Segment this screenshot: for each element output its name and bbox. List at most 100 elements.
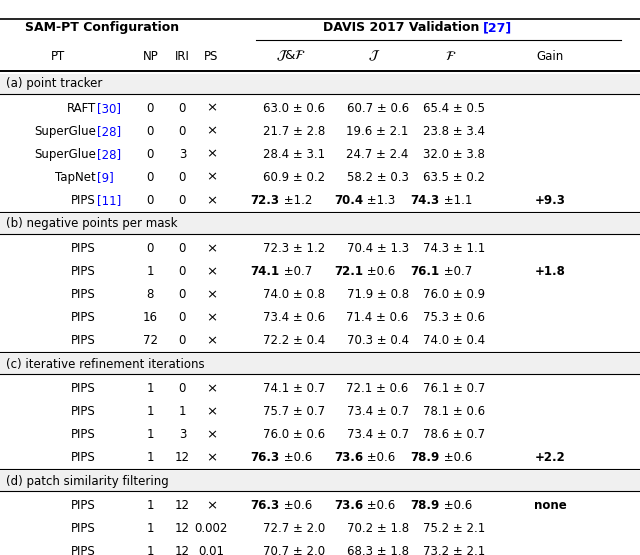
Text: 71.4 ± 0.6: 71.4 ± 0.6: [346, 311, 409, 324]
Text: SuperGlue: SuperGlue: [34, 148, 96, 161]
Text: TapNet: TapNet: [55, 171, 96, 184]
Text: PIPS: PIPS: [71, 382, 96, 395]
Text: ±1.3: ±1.3: [363, 194, 395, 207]
Text: [30]: [30]: [97, 102, 122, 115]
Text: PIPS: PIPS: [71, 451, 96, 464]
Text: PIPS: PIPS: [71, 311, 96, 324]
Text: (d) patch similarity filtering: (d) patch similarity filtering: [6, 475, 169, 488]
Text: PIPS: PIPS: [71, 288, 96, 301]
Text: 12: 12: [175, 499, 190, 512]
Text: $\times$: $\times$: [205, 288, 217, 301]
Text: 3: 3: [179, 428, 186, 441]
Text: 78.6 ± 0.7: 78.6 ± 0.7: [423, 428, 486, 441]
Text: +9.3: +9.3: [535, 194, 566, 207]
Text: 1: 1: [147, 499, 154, 512]
Text: PIPS: PIPS: [71, 265, 96, 278]
Text: 68.3 ± 1.8: 68.3 ± 1.8: [347, 545, 408, 555]
Text: 1: 1: [147, 545, 154, 555]
Text: $\mathcal{F}$: $\mathcal{F}$: [445, 50, 457, 63]
Text: 60.9 ± 0.2: 60.9 ± 0.2: [263, 171, 326, 184]
Text: 72.7 ± 2.0: 72.7 ± 2.0: [263, 522, 326, 535]
Text: 70.4 ± 1.3: 70.4 ± 1.3: [346, 242, 409, 255]
Text: PIPS: PIPS: [71, 405, 96, 418]
Text: 78.9: 78.9: [410, 499, 440, 512]
Text: NP: NP: [143, 50, 158, 63]
Text: 78.1 ± 0.6: 78.1 ± 0.6: [423, 405, 486, 418]
Bar: [0, 214, 640, 234]
Text: 72: 72: [143, 334, 158, 347]
Text: [28]: [28]: [97, 148, 122, 161]
Text: 0: 0: [179, 125, 186, 138]
Text: 76.1: 76.1: [410, 265, 440, 278]
Text: 0: 0: [179, 288, 186, 301]
Text: 74.3: 74.3: [410, 194, 440, 207]
Text: 0: 0: [179, 102, 186, 115]
Text: ±0.6: ±0.6: [440, 451, 472, 464]
Text: 73.4 ± 0.6: 73.4 ± 0.6: [263, 311, 326, 324]
Text: IRI: IRI: [175, 50, 190, 63]
Text: RAFT: RAFT: [67, 102, 96, 115]
Text: 0: 0: [179, 334, 186, 347]
Text: 1: 1: [179, 405, 186, 418]
Text: 63.5 ± 0.2: 63.5 ± 0.2: [424, 171, 485, 184]
Text: 0: 0: [147, 194, 154, 207]
Text: PIPS: PIPS: [71, 428, 96, 441]
Text: 12: 12: [175, 545, 190, 555]
Text: $\times$: $\times$: [205, 428, 217, 441]
Text: $\times$: $\times$: [205, 194, 217, 207]
Text: 1: 1: [147, 522, 154, 535]
Text: 65.4 ± 0.5: 65.4 ± 0.5: [424, 102, 485, 115]
Text: 23.8 ± 3.4: 23.8 ± 3.4: [424, 125, 485, 138]
Text: ±0.6: ±0.6: [363, 499, 395, 512]
Text: 74.3 ± 1.1: 74.3 ± 1.1: [423, 242, 486, 255]
Text: 0: 0: [179, 171, 186, 184]
Text: (b) negative points per mask: (b) negative points per mask: [6, 218, 178, 230]
Text: ±0.7: ±0.7: [440, 265, 472, 278]
Text: 73.6: 73.6: [333, 499, 363, 512]
Text: 70.2 ± 1.8: 70.2 ± 1.8: [346, 522, 409, 535]
Text: 0: 0: [147, 242, 154, 255]
Text: 1: 1: [147, 405, 154, 418]
Text: $\times$: $\times$: [205, 242, 217, 255]
Text: 76.3: 76.3: [250, 499, 280, 512]
Bar: [0, 471, 640, 491]
Text: ±0.6: ±0.6: [280, 451, 312, 464]
Text: $\mathcal{J}$&$\mathcal{F}$: $\mathcal{J}$&$\mathcal{F}$: [276, 49, 307, 63]
Text: 3: 3: [179, 148, 186, 161]
Text: PIPS: PIPS: [71, 334, 96, 347]
Text: 78.9: 78.9: [410, 451, 440, 464]
Text: 63.0 ± 0.6: 63.0 ± 0.6: [264, 102, 325, 115]
Text: 73.6: 73.6: [333, 451, 363, 464]
Text: [27]: [27]: [483, 22, 513, 34]
Text: 72.2 ± 0.4: 72.2 ± 0.4: [263, 334, 326, 347]
Text: ±0.6: ±0.6: [280, 499, 312, 512]
Text: 75.2 ± 2.1: 75.2 ± 2.1: [423, 522, 486, 535]
Text: 73.2 ± 2.1: 73.2 ± 2.1: [423, 545, 486, 555]
Bar: [0, 354, 640, 374]
Text: 76.0 ± 0.9: 76.0 ± 0.9: [423, 288, 486, 301]
Text: ±0.6: ±0.6: [363, 451, 395, 464]
Text: $\mathcal{J}$: $\mathcal{J}$: [368, 49, 381, 63]
Text: +2.2: +2.2: [535, 451, 566, 464]
Text: $\times$: $\times$: [205, 451, 217, 464]
Text: 74.1 ± 0.7: 74.1 ± 0.7: [263, 382, 326, 395]
Text: $\times$: $\times$: [205, 334, 217, 347]
Text: 72.1: 72.1: [334, 265, 363, 278]
Text: 73.4 ± 0.7: 73.4 ± 0.7: [346, 405, 409, 418]
Text: ±1.1: ±1.1: [440, 194, 472, 207]
Bar: [0, 74, 640, 94]
Text: 70.7 ± 2.0: 70.7 ± 2.0: [263, 545, 326, 555]
Text: 75.3 ± 0.6: 75.3 ± 0.6: [424, 311, 485, 324]
Text: $\times$: $\times$: [205, 405, 217, 418]
Text: 73.4 ± 0.7: 73.4 ± 0.7: [346, 428, 409, 441]
Text: (c) iterative refinement iterations: (c) iterative refinement iterations: [6, 357, 205, 371]
Text: 1: 1: [147, 382, 154, 395]
Text: PIPS: PIPS: [71, 499, 96, 512]
Text: 1: 1: [147, 428, 154, 441]
Text: ±1.2: ±1.2: [280, 194, 312, 207]
Text: 12: 12: [175, 451, 190, 464]
Text: [28]: [28]: [97, 125, 122, 138]
Text: 1: 1: [147, 451, 154, 464]
Text: 0: 0: [179, 311, 186, 324]
Text: 70.3 ± 0.4: 70.3 ± 0.4: [347, 334, 408, 347]
